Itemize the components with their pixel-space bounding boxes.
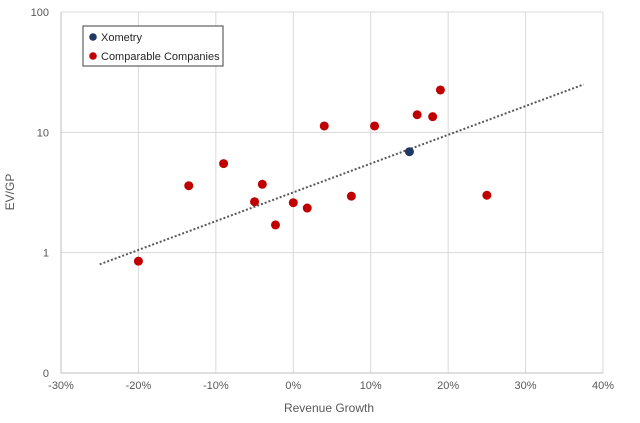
point-xometry (404, 147, 414, 157)
y-axis-title: EV/GP (3, 174, 17, 211)
x-tick-label: -20% (126, 380, 152, 392)
y-tick-label: 100 (31, 7, 49, 19)
point-comparable-companies (250, 197, 260, 207)
point-comparable-companies (482, 190, 492, 200)
x-tick-label: 20% (437, 380, 459, 392)
point-comparable-companies (219, 159, 229, 169)
x-tick-label: 30% (515, 380, 537, 392)
x-tick-label: 40% (592, 380, 614, 392)
legend-label-comparable-companies: Comparable Companies (101, 51, 220, 63)
x-tick-label: 0% (285, 380, 301, 392)
point-comparable-companies (370, 121, 380, 131)
point-comparable-companies (319, 121, 329, 131)
axes (60, 12, 603, 374)
point-comparable-companies (428, 112, 438, 122)
legend-box (82, 25, 224, 67)
x-tick-label: -10% (203, 380, 229, 392)
legend-label-xometry: Xometry (101, 32, 142, 44)
point-comparable-companies (302, 203, 312, 213)
legend: Xometry Comparable Companies (82, 25, 224, 67)
x-axis-title: Revenue Growth (284, 401, 374, 415)
data-points (133, 85, 492, 266)
point-comparable-companies (270, 220, 280, 230)
y-tick-label: 10 (37, 127, 49, 139)
point-comparable-companies (184, 181, 194, 191)
y-tick-label: 1 (43, 248, 49, 260)
point-comparable-companies (257, 179, 267, 189)
legend-marker-comparable-companies (89, 52, 97, 60)
legend-marker-xometry (89, 33, 97, 41)
point-comparable-companies (435, 85, 445, 95)
y-tick-label: 0 (43, 368, 49, 380)
point-comparable-companies (412, 110, 422, 120)
x-tick-label: 10% (360, 380, 382, 392)
tick-labels: -30% -20% -10% 0% 10% 20% 30% 40% 0 1 10 100 (31, 7, 615, 392)
point-comparable-companies (346, 191, 356, 201)
point-comparable-companies (288, 198, 298, 208)
x-tick-label: -30% (48, 380, 74, 392)
point-comparable-companies (133, 256, 143, 266)
grid-lines (61, 11, 604, 373)
